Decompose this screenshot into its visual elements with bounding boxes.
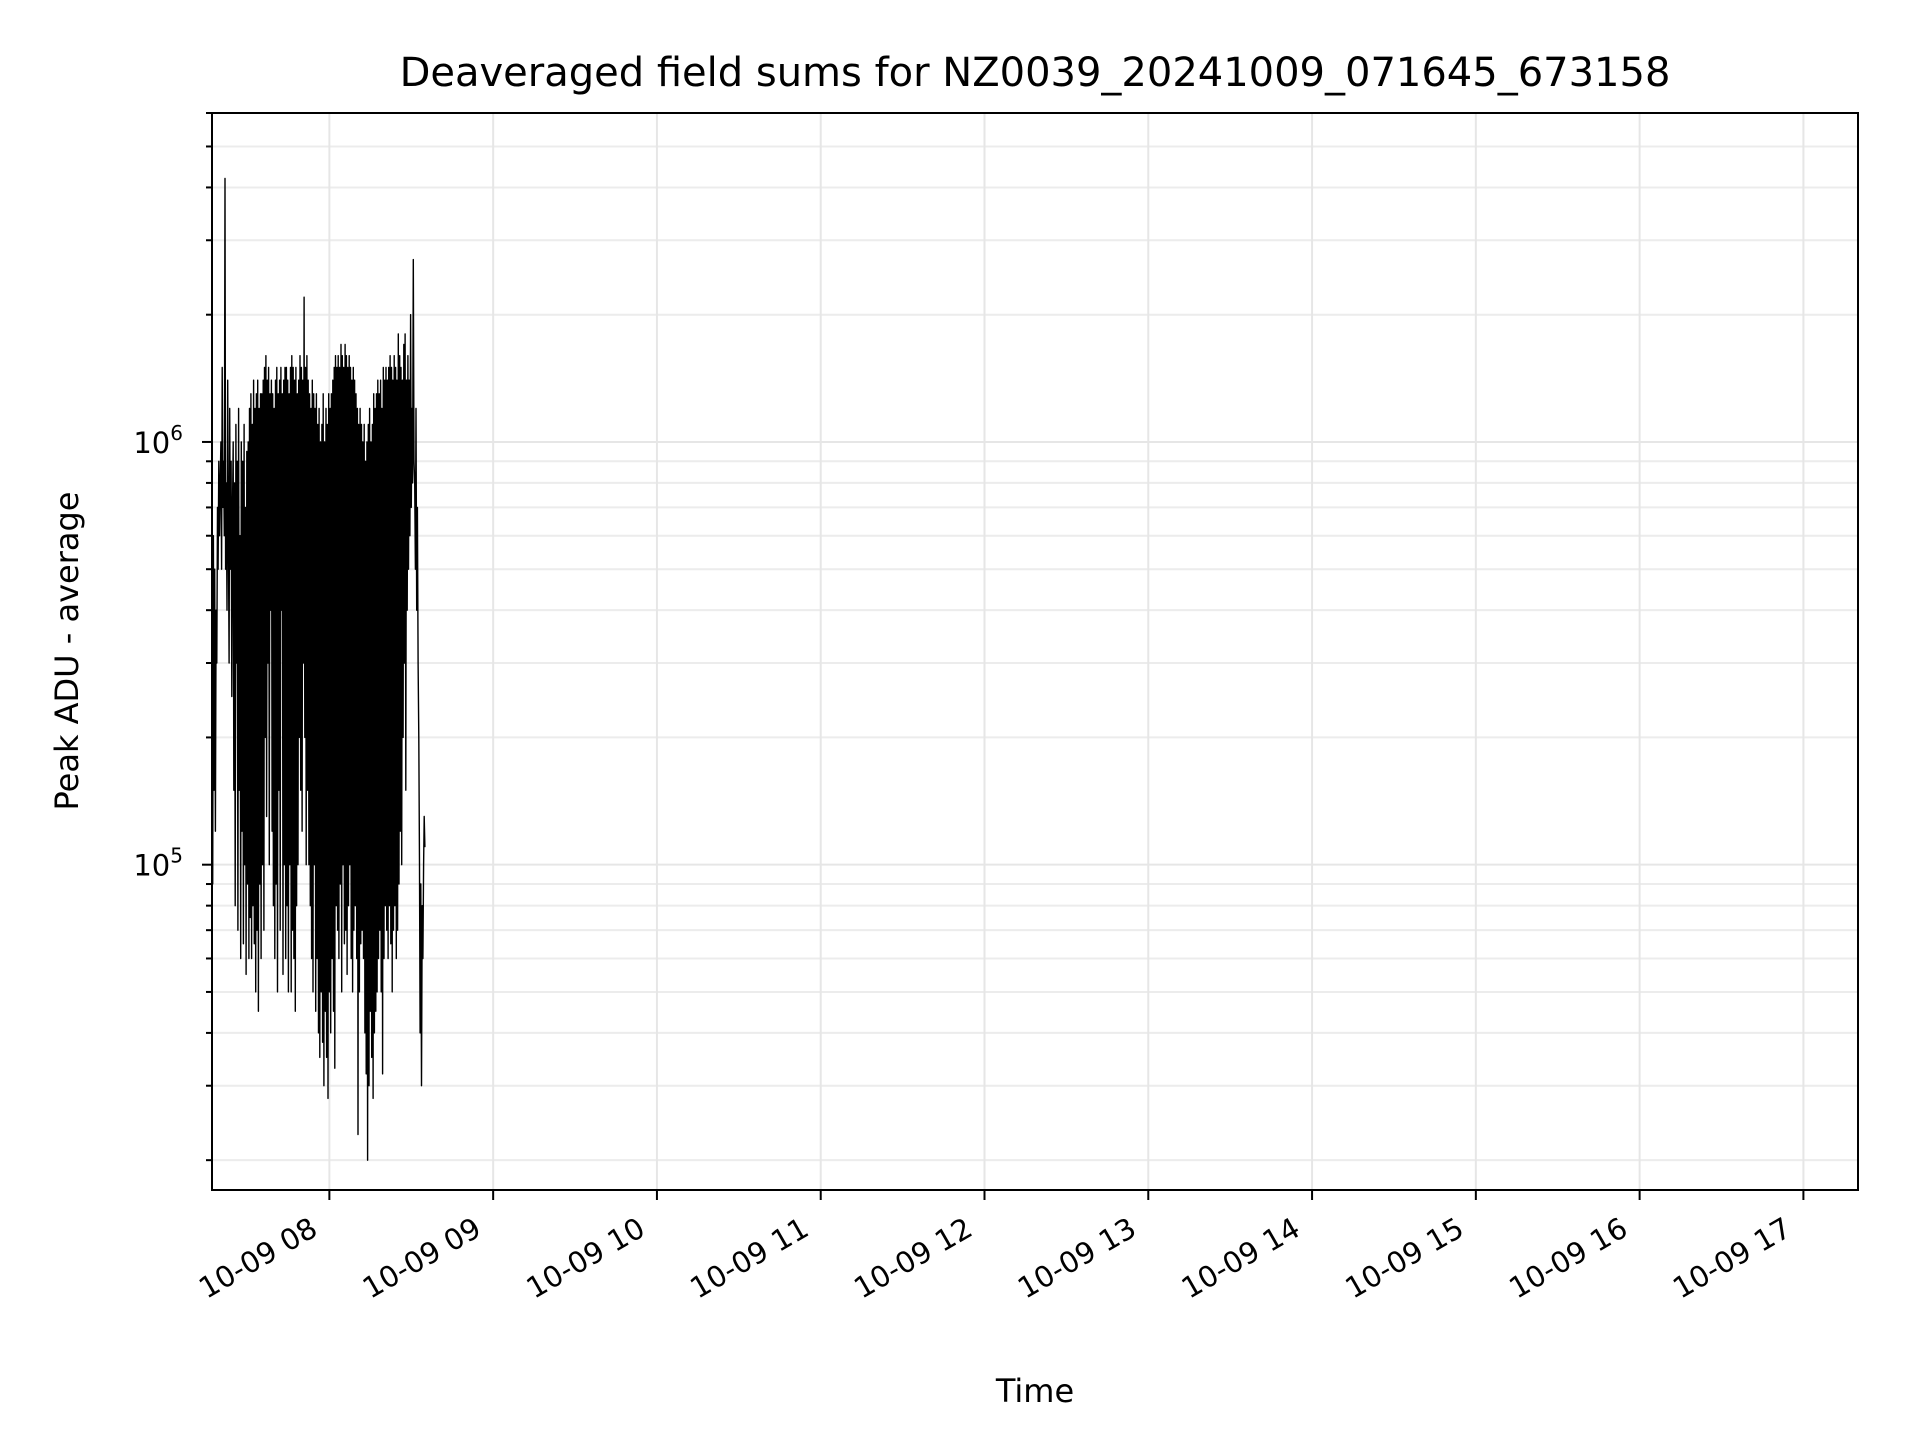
y-tick-label: 105	[133, 844, 183, 883]
plot-area-frame	[211, 112, 1859, 1191]
grid	[212, 112, 1858, 1190]
x-axis-label: Time	[995, 1372, 1074, 1410]
y-tick-label-exponent: 5	[170, 844, 183, 868]
y-axis-label: Peak ADU - average	[48, 492, 86, 811]
y-tick-label-base: 10	[133, 426, 170, 460]
chart-title: Deaveraged field sums for NZ0039_2024100…	[400, 50, 1671, 96]
series-layer	[211, 177, 426, 1161]
series-line	[211, 177, 426, 1161]
y-tick-label-exponent: 6	[170, 421, 183, 445]
y-tick-label: 106	[133, 421, 183, 460]
y-tick-label-base: 10	[133, 849, 170, 883]
